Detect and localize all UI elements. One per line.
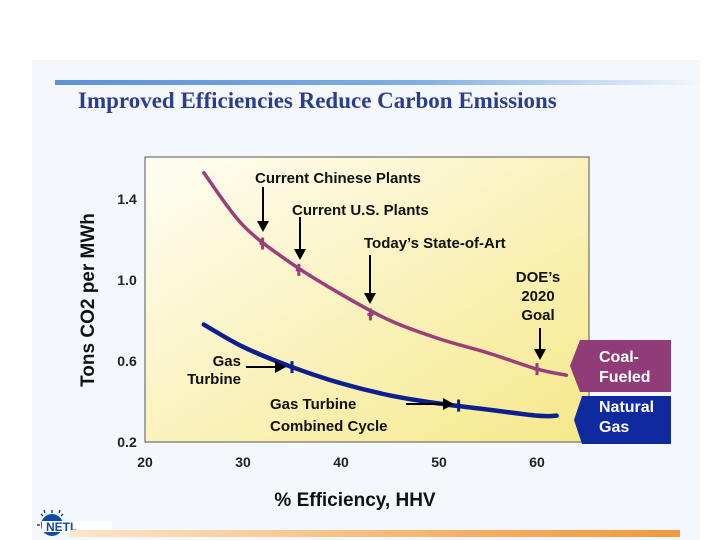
x-tick-label: 20 <box>137 454 153 470</box>
y-tick-label: 1.0 <box>117 272 137 288</box>
header-stripe <box>55 80 700 85</box>
y-tick-label: 0.2 <box>117 434 137 450</box>
annotation-label-2: Current U.S. Plants <box>292 202 429 219</box>
plot-area <box>144 156 590 443</box>
annotation-arrowhead-6 <box>443 398 454 410</box>
x-tick-label: 40 <box>333 454 349 470</box>
x-tick-label: 30 <box>235 454 251 470</box>
y-axis-title: Tons CO2 per MWh <box>78 213 99 387</box>
legend-tag-label: Gas <box>599 419 629 436</box>
footer-stripe <box>70 530 680 537</box>
annotation-label-6: Combined Cycle <box>270 418 388 435</box>
x-axis-title: % Efficiency, HHV <box>274 490 436 511</box>
annotation-arrowhead-4 <box>534 349 546 360</box>
natural-gas-curve <box>201 322 559 419</box>
annotation-label-1: Current Chinese Plants <box>255 170 421 187</box>
coal-fueled-legend-tag <box>570 340 671 392</box>
coal-fueled-curve <box>202 170 569 377</box>
annotation-label-3: Today’s State-of-Art <box>364 235 506 252</box>
annotation-arrowhead-5 <box>275 361 286 373</box>
annotation-arrowhead-2 <box>294 249 306 260</box>
annotation-label-4: 2020 <box>521 288 554 305</box>
annotation-arrowhead-3 <box>364 293 376 304</box>
annotation-label-5: Turbine <box>187 371 241 388</box>
x-tick-label: 60 <box>529 454 545 470</box>
legend-tag-label: Natural <box>599 399 654 416</box>
legend-tag-label: Fueled <box>599 369 651 386</box>
y-tick-label: 1.4 <box>117 191 137 207</box>
logo-text: NETL <box>46 520 77 534</box>
legend-tag-label: Coal- <box>599 349 639 366</box>
netl-logo: NETL <box>37 509 112 536</box>
natural-gas-legend-tag <box>574 396 671 444</box>
y-tick-label: 0.6 <box>117 353 137 369</box>
page-title: Improved Efficiencies Reduce Carbon Emis… <box>78 88 557 113</box>
annotation-label-4: DOE’s <box>516 269 560 286</box>
annotation-label-4: Goal <box>521 307 554 324</box>
annotation-arrowhead-1 <box>257 221 269 232</box>
x-tick-label: 50 <box>431 454 447 470</box>
annotation-label-6: Gas Turbine <box>270 396 356 413</box>
annotation-label-5: Gas <box>213 353 241 370</box>
